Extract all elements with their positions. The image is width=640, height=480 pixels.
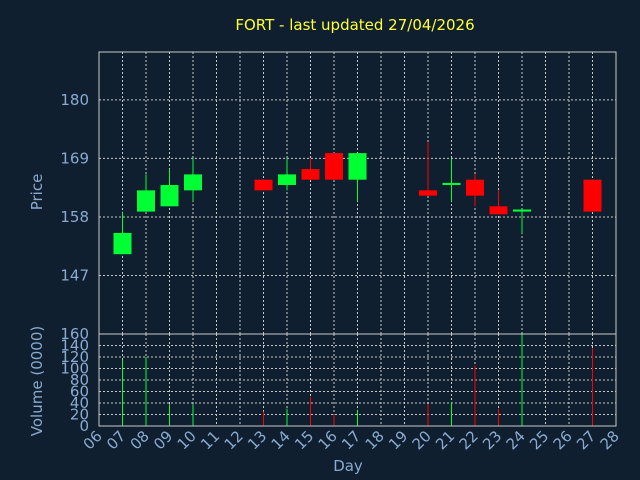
volume-tick-label: 20: [70, 406, 89, 424]
volume-tick-label: 0: [79, 417, 89, 435]
candle-body: [113, 232, 132, 255]
day-tick-label: 14: [268, 427, 294, 453]
candle-body: [325, 153, 343, 180]
candle-body: [442, 182, 461, 186]
volume-tick-label: 160: [60, 325, 89, 343]
candlestick-series: [113, 142, 602, 255]
candle-body: [184, 174, 202, 191]
candle-body: [419, 190, 437, 196]
day-tick-label: 21: [432, 427, 458, 453]
day-tick-label: 20: [409, 427, 435, 453]
volume-tick-label: 120: [60, 348, 89, 366]
day-tick-label: 26: [550, 427, 576, 453]
chart-title: FORT - last updated 27/04/2026: [235, 16, 474, 34]
candle-body: [583, 179, 602, 212]
volume-tick-label: 140: [60, 337, 89, 355]
candle-body: [513, 209, 531, 212]
day-tick-label: 09: [150, 427, 176, 453]
volume-tick-label: 100: [60, 360, 89, 378]
price-tick-label: 158: [60, 208, 89, 226]
candle-body: [301, 169, 320, 180]
volume-tick-label: 40: [70, 394, 89, 412]
day-tick-label: 08: [127, 427, 153, 453]
candle-body: [137, 190, 155, 212]
day-tick-labels: 0607080910111213141516171819202122232425…: [80, 427, 623, 453]
day-tick-label: 11: [197, 427, 223, 453]
day-axis-label: Day: [333, 457, 363, 475]
day-tick-label: 07: [103, 427, 129, 453]
volume-series: [122, 334, 593, 426]
day-tick-label: 12: [221, 427, 247, 453]
day-tick-label: 15: [291, 427, 317, 453]
candle-body: [160, 185, 179, 207]
price-tick-label: 169: [60, 149, 89, 167]
day-tick-label: 27: [573, 427, 599, 453]
day-tick-label: 28: [597, 427, 623, 453]
volume-axis-label: Volume (0000): [28, 326, 46, 436]
price-tick-label: 147: [60, 266, 89, 284]
candle-body: [466, 179, 484, 196]
day-tick-label: 16: [315, 427, 341, 453]
day-tick-label: 25: [526, 427, 552, 453]
candle-body: [254, 179, 273, 191]
day-tick-label: 10: [174, 427, 200, 453]
day-tick-label: 22: [456, 427, 482, 453]
day-tick-label: 23: [479, 427, 505, 453]
day-tick-label: 17: [338, 427, 364, 453]
day-tick-label: 18: [362, 427, 388, 453]
candle-body: [348, 153, 367, 180]
volume-tick-label: 80: [70, 371, 89, 389]
volume-plot-frame: [98, 333, 617, 427]
day-tick-label: 19: [385, 427, 411, 453]
price-tick-label: 180: [60, 91, 89, 109]
candle-body: [278, 174, 296, 186]
candle-body: [489, 206, 508, 215]
volume-tick-label: 60: [70, 383, 89, 401]
price-tick-labels: 147 158 169 180: [60, 91, 89, 285]
day-tick-label: 24: [503, 427, 529, 453]
price-axis-label: Price: [28, 174, 46, 211]
day-tick-label: 13: [244, 427, 270, 453]
